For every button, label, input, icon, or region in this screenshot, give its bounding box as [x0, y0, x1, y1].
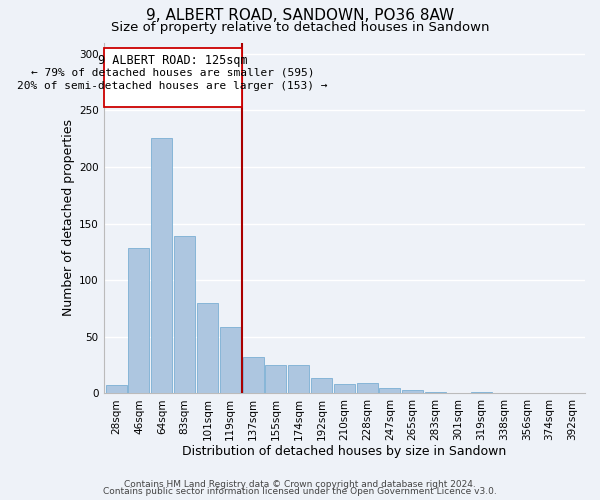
Bar	[106, 386, 127, 394]
Text: Size of property relative to detached houses in Sandown: Size of property relative to detached ho…	[111, 21, 489, 34]
Text: 20% of semi-detached houses are larger (153) →: 20% of semi-detached houses are larger (…	[17, 81, 328, 91]
Bar	[470, 392, 491, 394]
Bar	[242, 357, 263, 394]
Bar	[425, 392, 446, 394]
Bar	[402, 390, 423, 394]
Bar	[197, 303, 218, 394]
FancyBboxPatch shape	[104, 48, 242, 107]
Bar	[265, 365, 286, 394]
Text: 9 ALBERT ROAD: 125sqm: 9 ALBERT ROAD: 125sqm	[98, 54, 247, 67]
Bar	[128, 248, 149, 394]
Bar	[174, 236, 195, 394]
X-axis label: Distribution of detached houses by size in Sandown: Distribution of detached houses by size …	[182, 444, 506, 458]
Bar	[288, 365, 309, 394]
Text: Contains public sector information licensed under the Open Government Licence v3: Contains public sector information licen…	[103, 487, 497, 496]
Text: 9, ALBERT ROAD, SANDOWN, PO36 8AW: 9, ALBERT ROAD, SANDOWN, PO36 8AW	[146, 8, 454, 22]
Bar	[356, 383, 377, 394]
Bar	[151, 138, 172, 394]
Bar	[220, 326, 241, 394]
Bar	[311, 378, 332, 394]
Bar	[334, 384, 355, 394]
Text: Contains HM Land Registry data © Crown copyright and database right 2024.: Contains HM Land Registry data © Crown c…	[124, 480, 476, 489]
Y-axis label: Number of detached properties: Number of detached properties	[62, 120, 75, 316]
Text: ← 79% of detached houses are smaller (595): ← 79% of detached houses are smaller (59…	[31, 68, 314, 78]
Bar	[379, 388, 400, 394]
